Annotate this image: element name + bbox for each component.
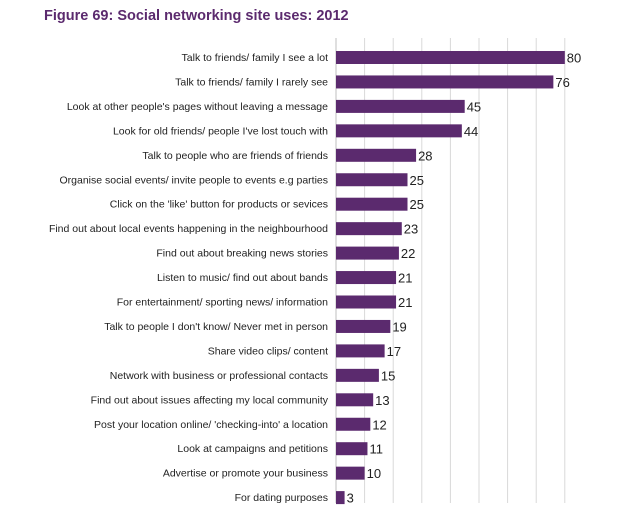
bar	[336, 99, 465, 113]
category-label: Talk to friends/ family I see a lot	[182, 52, 329, 64]
bar	[336, 442, 368, 456]
bar	[336, 319, 391, 333]
category-label: Find out about breaking news stories	[156, 248, 328, 260]
value-label: 13	[375, 393, 389, 408]
value-label: 10	[367, 466, 381, 481]
category-label: Talk to people I don't know/ Never met i…	[104, 321, 328, 333]
bar	[336, 222, 402, 236]
value-label-layer: 80 76 45 44 28 25 25 23 22 21 21 19 17 15 13 12 11 10 3	[347, 51, 582, 506]
category-label: Organise social events/ invite people to…	[60, 174, 329, 186]
value-label: 15	[381, 368, 395, 383]
bar	[336, 148, 417, 162]
value-label: 3	[347, 491, 354, 506]
category-label: Find out about local events happening in…	[49, 223, 328, 235]
category-label: Look at campaigns and petitions	[177, 443, 328, 455]
bar	[336, 368, 379, 382]
category-label: Listen to music/ find out about bands	[157, 272, 328, 284]
bar	[336, 295, 397, 309]
category-label: Click on the 'like' button for products …	[110, 199, 328, 211]
category-label: For dating purposes	[235, 492, 328, 504]
category-label: Look for old friends/ people I've lost t…	[113, 125, 328, 137]
value-label: 23	[404, 222, 418, 237]
bar	[336, 173, 408, 187]
figure-title: Figure 69: Social networking site uses: …	[44, 8, 349, 24]
value-label: 12	[372, 417, 386, 432]
grid-layer	[335, 38, 566, 503]
bar	[336, 271, 397, 285]
category-label: Network with business or professional co…	[110, 370, 328, 382]
category-label: Talk to people who are friends of friend…	[142, 150, 328, 162]
value-label: 25	[410, 173, 424, 188]
value-label: 22	[401, 246, 415, 261]
category-label: Talk to friends/ family I rarely see	[175, 76, 328, 88]
bar	[336, 124, 462, 138]
value-label: 11	[369, 442, 383, 457]
value-label: 19	[392, 319, 406, 334]
bar	[336, 246, 399, 260]
bar	[336, 417, 371, 431]
bar	[336, 466, 365, 480]
category-label: Share video clips/ content	[208, 345, 328, 357]
bar	[336, 344, 385, 358]
category-label: For entertainment/ sporting news/ inform…	[117, 297, 328, 309]
value-label: 76	[555, 75, 569, 90]
bar	[336, 51, 565, 64]
category-label: Look at other people's pages without lea…	[67, 101, 328, 113]
bar-layer	[336, 51, 565, 505]
value-label: 44	[464, 124, 478, 139]
bar	[336, 491, 345, 505]
value-label: 21	[398, 295, 412, 310]
category-label: Find out about issues affecting my local…	[91, 394, 329, 406]
bar	[336, 75, 554, 89]
category-label-layer: Talk to friends/ family I see a lot Talk …	[49, 52, 329, 504]
category-label: Post your location online/ 'checking-int…	[94, 419, 328, 431]
value-label: 25	[410, 197, 424, 212]
bar	[336, 393, 374, 407]
value-label: 21	[398, 271, 412, 286]
value-label: 80	[567, 51, 581, 66]
value-label: 45	[467, 99, 481, 114]
bar	[336, 197, 408, 211]
category-label: Advertise or promote your business	[163, 468, 328, 480]
value-label: 28	[418, 148, 432, 163]
value-label: 17	[387, 344, 401, 359]
